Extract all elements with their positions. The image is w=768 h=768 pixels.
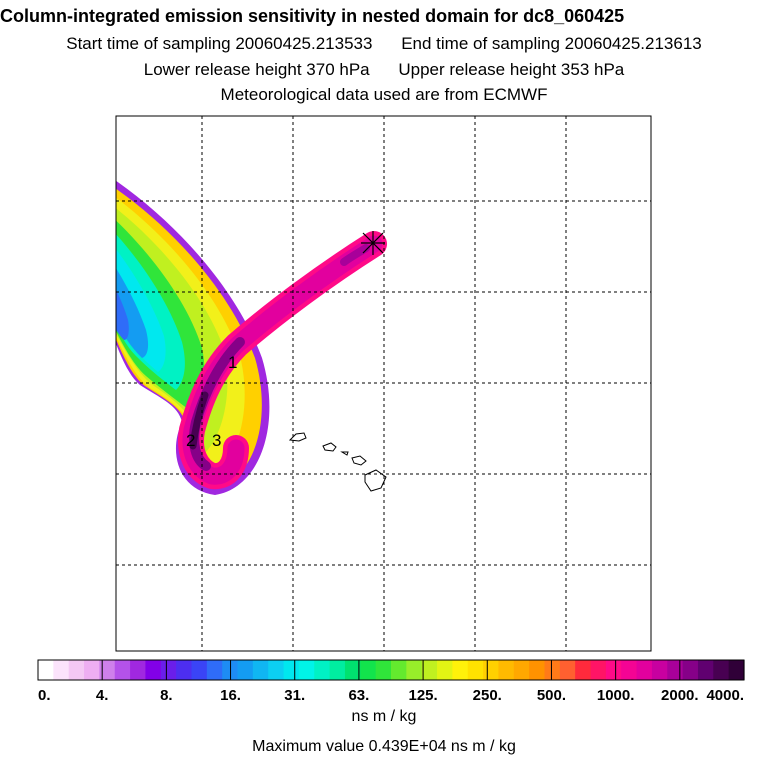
colorbar-cell: [544, 660, 561, 680]
chart-title: Column-integrated emission sensitivity i…: [0, 6, 625, 26]
colorbar-cell: [191, 660, 208, 680]
release-point-marker: [361, 231, 385, 255]
met-data-source: Meteorological data used are from ECMWF: [220, 85, 548, 104]
colorbar-cell: [160, 660, 177, 680]
colorbar-cell: [728, 660, 745, 680]
colorbar-cell: [344, 660, 361, 680]
colorbar-cell: [114, 660, 131, 680]
colorbar-cell: [682, 660, 699, 680]
colorbar-cell: [697, 660, 714, 680]
colorbar-cell: [421, 660, 438, 680]
plume-field: [116, 180, 387, 495]
upper-release-height: Upper release height 353 hPa: [398, 60, 625, 79]
colorbar-cell: [268, 660, 285, 680]
colorbar-cell: [84, 660, 100, 680]
colorbar-cell: [575, 660, 592, 680]
colorbar-cell: [38, 660, 54, 680]
colorbar-cell: [360, 660, 377, 680]
colorbar-cell: [99, 660, 116, 680]
start-time: Start time of sampling 20060425.213533: [66, 34, 373, 53]
colorbar-tick-label: 1000.: [597, 687, 635, 704]
colorbar-cell: [283, 660, 300, 680]
colorbar-cell: [483, 660, 500, 680]
colorbar-tick-label: 125.: [408, 687, 437, 704]
colorbar-cell: [252, 660, 269, 680]
colorbar-cell: [651, 660, 668, 680]
gridlines: [116, 116, 651, 651]
colorbar: [37, 659, 745, 681]
colorbar-cell: [452, 660, 469, 680]
colorbar-units: ns m / kg: [351, 708, 417, 725]
plume-label-3: 3: [212, 431, 221, 450]
colorbar-cell: [314, 660, 331, 680]
colorbar-cell: [329, 660, 346, 680]
colorbar-cell: [53, 660, 70, 680]
colorbar-cell: [130, 660, 147, 680]
colorbar-cell: [713, 660, 730, 680]
colorbar-cell: [437, 660, 453, 680]
plume-label-1: 1: [228, 353, 237, 372]
colorbar-cell: [667, 660, 684, 680]
colorbar-cell: [513, 660, 530, 680]
colorbar-cell: [375, 660, 392, 680]
colorbar-ticks: 0. 4. 8. 16. 31. 63. 125. 250. 500. 1000. 2000. 400…: [38, 687, 744, 704]
maximum-value: Maximum value 0.439E+04 ns m / kg: [252, 738, 516, 755]
colorbar-tick-label: 16.: [220, 687, 241, 704]
colorbar-tick-label: 2000.: [661, 687, 699, 704]
plume-label-2: 2: [186, 431, 195, 450]
sampling-times: Start time of sampling 20060425.213533 E…: [0, 34, 768, 54]
colorbar-tick-label: 500.: [537, 687, 566, 704]
lower-release-height: Lower release height 370 hPa: [143, 60, 370, 79]
colorbar-cell: [145, 660, 162, 680]
release-heights: Lower release height 370 hPa Upper relea…: [0, 60, 768, 80]
end-time: End time of sampling 20060425.213613: [401, 34, 702, 53]
colorbar-tick-label: 63.: [348, 687, 369, 704]
colorbar-cell: [621, 660, 638, 680]
colorbar-cell: [406, 660, 423, 680]
colorbar-cell: [206, 660, 223, 680]
colorbar-tick-label: 4.: [96, 687, 109, 704]
colorbar-cell: [559, 660, 576, 680]
colorbar-tick-label: 250.: [473, 687, 502, 704]
colorbar-cell: [391, 660, 407, 680]
colorbar-cell: [237, 660, 254, 680]
colorbar-tick-label: 4000.: [706, 687, 744, 704]
colorbar-tick-label: 8.: [160, 687, 173, 704]
colorbar-cell: [298, 660, 315, 680]
colorbar-cell: [529, 660, 546, 680]
colorbar-tick-label: 31.: [284, 687, 305, 704]
colorbar-cell: [498, 660, 515, 680]
colorbar-cell: [176, 660, 193, 680]
colorbar-tick-label: 0.: [38, 687, 51, 704]
colorbar-cell: [590, 660, 607, 680]
colorbar-cell: [605, 660, 622, 680]
colorbar-cell: [467, 660, 484, 680]
colorbar-cell: [68, 660, 85, 680]
colorbar-cell: [636, 660, 653, 680]
hawaii-coastline: [288, 432, 387, 492]
trajectory-band: [178, 231, 387, 490]
